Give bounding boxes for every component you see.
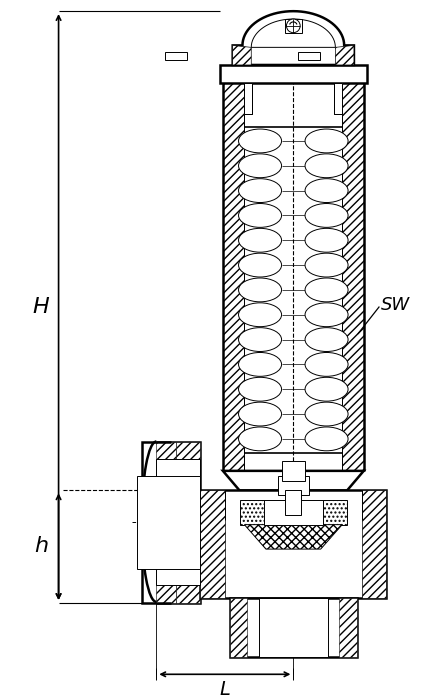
Ellipse shape <box>238 303 282 327</box>
Bar <box>282 461 305 481</box>
Ellipse shape <box>238 228 282 252</box>
Polygon shape <box>176 585 201 603</box>
Ellipse shape <box>238 178 282 202</box>
Text: DN: DN <box>279 622 307 640</box>
Ellipse shape <box>305 228 348 252</box>
Bar <box>157 459 201 585</box>
Polygon shape <box>223 471 364 491</box>
Polygon shape <box>245 525 342 549</box>
Polygon shape <box>251 19 335 48</box>
Ellipse shape <box>305 253 348 277</box>
Ellipse shape <box>238 154 282 178</box>
Ellipse shape <box>305 353 348 377</box>
Ellipse shape <box>238 353 282 377</box>
Bar <box>278 476 309 496</box>
Polygon shape <box>362 491 386 598</box>
Bar <box>142 442 201 603</box>
Polygon shape <box>342 83 364 471</box>
Ellipse shape <box>305 328 348 351</box>
Polygon shape <box>223 83 245 471</box>
Bar <box>286 491 301 515</box>
Polygon shape <box>233 46 251 65</box>
Bar <box>201 491 386 598</box>
Ellipse shape <box>238 427 282 451</box>
Ellipse shape <box>238 377 282 401</box>
Ellipse shape <box>305 154 348 178</box>
Text: h: h <box>34 536 48 557</box>
Polygon shape <box>239 500 347 525</box>
Bar <box>245 83 252 114</box>
Ellipse shape <box>238 253 282 277</box>
Ellipse shape <box>305 178 348 202</box>
Bar <box>298 52 320 60</box>
Text: H: H <box>33 297 49 316</box>
Ellipse shape <box>305 278 348 302</box>
Bar <box>334 83 342 114</box>
Circle shape <box>286 19 300 33</box>
Ellipse shape <box>305 204 348 228</box>
Ellipse shape <box>305 377 348 401</box>
Polygon shape <box>223 471 249 491</box>
Polygon shape <box>201 491 225 598</box>
Bar <box>230 598 357 657</box>
Ellipse shape <box>238 328 282 351</box>
Bar <box>220 65 367 83</box>
Polygon shape <box>335 46 354 65</box>
Ellipse shape <box>305 129 348 153</box>
Bar <box>137 476 201 568</box>
Polygon shape <box>337 471 364 491</box>
Bar <box>165 52 187 60</box>
Ellipse shape <box>238 129 282 153</box>
Polygon shape <box>233 11 354 65</box>
Ellipse shape <box>238 204 282 228</box>
Text: SW: SW <box>382 295 410 314</box>
Polygon shape <box>176 442 201 459</box>
Ellipse shape <box>305 303 348 327</box>
Polygon shape <box>230 598 247 657</box>
Ellipse shape <box>238 278 282 302</box>
Text: L: L <box>219 680 230 699</box>
Bar <box>285 19 302 33</box>
Ellipse shape <box>238 402 282 426</box>
Ellipse shape <box>305 402 348 426</box>
Bar <box>264 500 323 525</box>
Polygon shape <box>157 442 176 603</box>
Polygon shape <box>339 598 357 657</box>
Ellipse shape <box>305 427 348 451</box>
Bar <box>259 598 327 657</box>
